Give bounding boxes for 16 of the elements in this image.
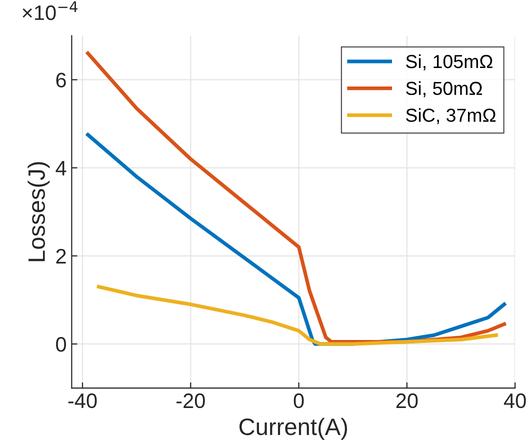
- legend-label: Si, 105mΩ: [406, 54, 492, 70]
- y-axis-title: Losses(J): [28, 162, 50, 262]
- legend-label: SiC, 37mΩ: [406, 108, 496, 124]
- x-axis-title: Current(A): [239, 418, 348, 440]
- legend-label: Si, 50mΩ: [406, 81, 482, 98]
- text: ×10$^{−4}$: [22, 1, 78, 20]
- x-tick-label: 0: [294, 393, 304, 408]
- y-tick-label: 6: [56, 72, 66, 88]
- x-tick-label: 20: [396, 393, 418, 408]
- line-series: [96, 284, 498, 346]
- x-tick-label: -20: [176, 393, 205, 408]
- x-tick-label: -40: [68, 393, 97, 408]
- y-tick-label: 0: [56, 336, 66, 352]
- x-tick-label: 40: [504, 393, 526, 408]
- y-tick-label: 2: [56, 248, 66, 264]
- y-tick-label: 4: [56, 161, 66, 176]
